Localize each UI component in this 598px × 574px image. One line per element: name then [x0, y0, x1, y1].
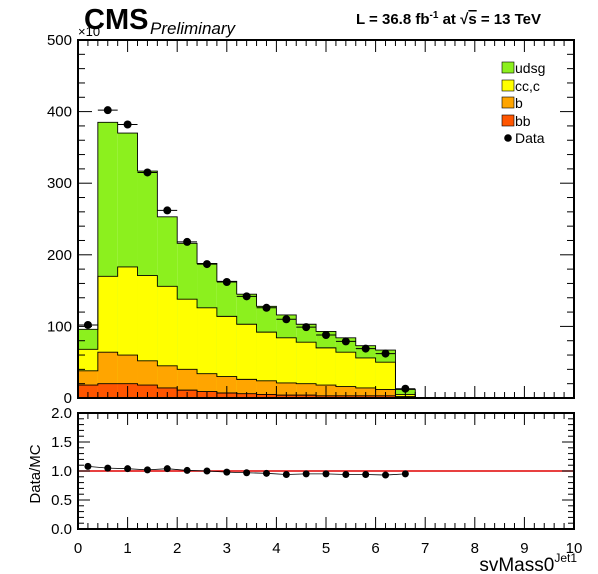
- y-tick-label-1: 100: [47, 318, 72, 335]
- ratio-point-14: [362, 470, 370, 478]
- stacked-bars: [78, 122, 416, 398]
- ratio-y-tick-label-2: 1.0: [51, 463, 72, 480]
- ratio-point-8: [243, 469, 251, 477]
- x-tick-label-7: 7: [421, 540, 429, 557]
- outline-b: [77, 351, 416, 398]
- legend-swatch-b: [501, 96, 515, 109]
- ratio-point-3: [143, 466, 151, 474]
- data-point-8: [242, 292, 251, 301]
- x-tick-label-5: 5: [322, 540, 330, 557]
- cms-label: CMS: [84, 4, 148, 36]
- y-tick-label-0: 0: [64, 390, 72, 407]
- energy-value: = 13 TeV: [477, 11, 541, 28]
- ratio-point-5: [183, 466, 191, 474]
- ratio-points: [84, 462, 409, 479]
- data-point-16: [401, 384, 410, 393]
- legend-swatch-ccc: [501, 79, 515, 92]
- data-point-4: [163, 206, 172, 215]
- data-point-5: [183, 237, 192, 246]
- x-axis-title: svMass0Jet1: [479, 551, 577, 574]
- x-tick-label-0: 0: [74, 540, 82, 557]
- lumi-exponent: -1: [430, 10, 439, 21]
- x-tick-label-1: 1: [123, 540, 131, 557]
- legend-swatch-bb: [501, 114, 515, 127]
- data-point-6: [202, 260, 211, 269]
- ratio-point-9: [262, 469, 270, 477]
- data-point-10: [282, 315, 291, 324]
- data-point-12: [322, 330, 330, 339]
- x-tick-label-2: 2: [173, 540, 181, 557]
- legend-label-data: Data: [515, 130, 545, 146]
- main-ticks: 0 100 200 300 400 500: [47, 32, 575, 407]
- x-tick-label-4: 4: [272, 540, 280, 557]
- lumi-at: at: [438, 11, 460, 28]
- ratio-y-tick-label-0: 0.0: [51, 521, 72, 538]
- ratio-point-7: [223, 468, 231, 476]
- ratio-point-11: [302, 470, 310, 478]
- bar-bb-0: [78, 385, 98, 398]
- data-points: [78, 106, 416, 393]
- bar-b-11: [296, 383, 317, 398]
- ratio-panel: 0.0 0.5 1.0 1.5 2.0 0 1 2 3 4 5 6 7 8 9 10: [51, 405, 582, 557]
- ratio-y-tick-label-4: 2.0: [51, 405, 72, 422]
- ratio-point-2: [124, 465, 132, 473]
- legend: udsg cc,c b bb Data: [501, 60, 545, 146]
- bar-bb-1: [97, 383, 118, 398]
- y-tick-label-2: 200: [47, 247, 72, 264]
- y-tick-label-5: 500: [47, 32, 72, 49]
- sqrt-symbol: √: [460, 11, 469, 28]
- ratio-y-tick-label-1: 0.5: [51, 492, 72, 509]
- data-point-0: [83, 320, 92, 329]
- ratio-point-6: [203, 467, 211, 475]
- x-tick-label-8: 8: [471, 540, 479, 557]
- ratio-point-13: [342, 470, 350, 478]
- legend-swatch-udsg: [501, 61, 515, 74]
- ratio-point-15: [382, 471, 390, 479]
- data-point-15: [381, 349, 390, 358]
- data-point-9: [262, 303, 271, 312]
- data-point-13: [341, 337, 350, 346]
- bar-b-9: [256, 380, 277, 398]
- legend-label-udsg: udsg: [515, 60, 545, 76]
- lumi-label: L = 36.8 fb-1 at √s = 13 TeV: [356, 10, 541, 28]
- ratio-point-1: [104, 464, 112, 472]
- x-tick-label-10: 10: [566, 540, 583, 557]
- ratio-point-16: [401, 470, 409, 478]
- legend-label-bb: bb: [515, 113, 531, 129]
- ratio-y-tick-label-3: 1.5: [51, 434, 72, 451]
- data-point-14: [361, 344, 370, 353]
- y-tick-label-3: 300: [47, 175, 72, 192]
- legend-label-ccc: cc,c: [515, 78, 540, 94]
- bar-b-10: [276, 382, 297, 398]
- ratio-point-0: [84, 462, 92, 470]
- x-tick-label-9: 9: [520, 540, 528, 557]
- x-tick-label-3: 3: [223, 540, 231, 557]
- ratio-point-4: [163, 465, 171, 473]
- bar-bb-3: [137, 385, 158, 398]
- ratio-point-12: [322, 470, 330, 478]
- data-point-7: [222, 278, 231, 287]
- preliminary-label: Preliminary: [150, 19, 237, 38]
- x-tick-label-6: 6: [371, 540, 379, 557]
- data-point-2: [123, 120, 132, 129]
- ratio-ticks: 0.0 0.5 1.0 1.5 2.0 0 1 2 3 4 5 6 7 8 9 10: [51, 405, 582, 557]
- legend-marker-data: [504, 134, 512, 142]
- data-point-1: [103, 106, 112, 115]
- ratio-y-axis-title: Data/MC: [27, 444, 44, 503]
- x-axis-title-main: svMass0: [479, 555, 554, 574]
- data-point-11: [302, 323, 311, 332]
- x-axis-title-sup: Jet1: [554, 551, 577, 565]
- data-point-3: [143, 168, 152, 177]
- outline-ccc: [77, 266, 416, 398]
- lumi-prefix: L = 36.8 fb: [356, 11, 430, 28]
- energy-root: s: [468, 11, 476, 28]
- ratio-point-10: [282, 470, 290, 478]
- y-tick-label-4: 400: [47, 104, 72, 121]
- main-panel: 0 100 200 300 400 500: [47, 32, 575, 407]
- legend-label-b: b: [515, 95, 523, 111]
- y-exponent-label: ×10: [78, 24, 100, 39]
